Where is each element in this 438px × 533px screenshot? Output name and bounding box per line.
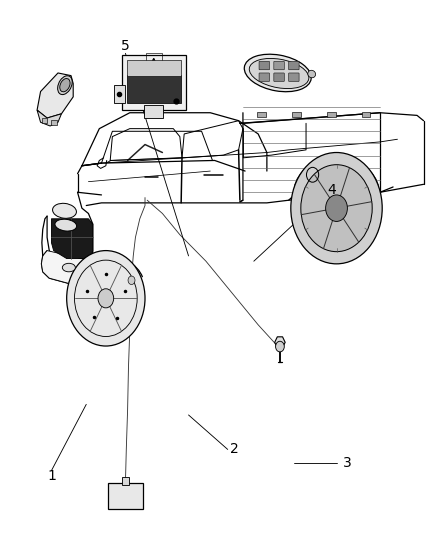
- Ellipse shape: [60, 78, 70, 92]
- Circle shape: [67, 251, 145, 346]
- FancyBboxPatch shape: [144, 106, 163, 118]
- FancyBboxPatch shape: [274, 61, 284, 70]
- Text: 2: 2: [230, 442, 239, 456]
- Polygon shape: [275, 337, 285, 348]
- Text: 5: 5: [121, 39, 130, 53]
- FancyBboxPatch shape: [259, 73, 269, 82]
- FancyBboxPatch shape: [127, 60, 181, 76]
- Ellipse shape: [58, 76, 72, 94]
- Polygon shape: [37, 73, 73, 118]
- Ellipse shape: [62, 263, 75, 272]
- Text: 1: 1: [47, 469, 56, 483]
- FancyBboxPatch shape: [259, 61, 269, 70]
- Circle shape: [325, 195, 347, 221]
- Polygon shape: [37, 110, 61, 126]
- FancyBboxPatch shape: [51, 119, 57, 125]
- FancyBboxPatch shape: [289, 73, 299, 82]
- Circle shape: [128, 276, 135, 285]
- Ellipse shape: [244, 54, 311, 92]
- FancyBboxPatch shape: [121, 55, 186, 110]
- FancyBboxPatch shape: [121, 477, 129, 486]
- FancyBboxPatch shape: [127, 76, 181, 103]
- Ellipse shape: [308, 70, 316, 78]
- FancyBboxPatch shape: [42, 118, 47, 123]
- FancyBboxPatch shape: [362, 112, 371, 117]
- Ellipse shape: [249, 59, 309, 88]
- Circle shape: [276, 341, 284, 352]
- Polygon shape: [42, 251, 95, 284]
- FancyBboxPatch shape: [274, 73, 284, 82]
- Polygon shape: [51, 219, 93, 259]
- Circle shape: [291, 152, 382, 264]
- Circle shape: [98, 289, 114, 308]
- FancyBboxPatch shape: [327, 112, 336, 117]
- Circle shape: [301, 165, 372, 252]
- FancyBboxPatch shape: [292, 112, 301, 117]
- FancyBboxPatch shape: [114, 85, 125, 103]
- Ellipse shape: [55, 219, 77, 231]
- FancyBboxPatch shape: [289, 61, 299, 70]
- Ellipse shape: [53, 203, 77, 219]
- Text: 4: 4: [328, 183, 336, 197]
- Text: 3: 3: [343, 456, 352, 470]
- FancyBboxPatch shape: [257, 112, 266, 117]
- FancyBboxPatch shape: [108, 483, 143, 509]
